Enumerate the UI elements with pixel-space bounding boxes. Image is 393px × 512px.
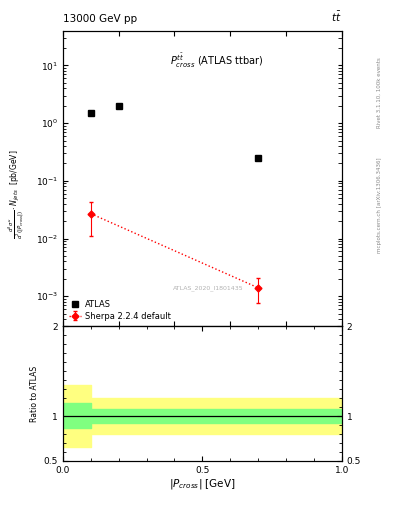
Text: ATLAS_2020_I1801435: ATLAS_2020_I1801435 — [173, 285, 243, 291]
Line: ATLAS: ATLAS — [88, 103, 261, 161]
ATLAS — [256, 155, 261, 161]
ATLAS — [88, 110, 93, 116]
X-axis label: $|P_{cross}|$ [GeV]: $|P_{cross}|$ [GeV] — [169, 477, 236, 492]
Text: $\frac{d^2\sigma^u}{d^2(|P_{cross}|)} \cdot N_{jets}$  [pb/GeV]: $\frac{d^2\sigma^u}{d^2(|P_{cross}|)} \c… — [6, 150, 26, 239]
Text: $t\bar{t}$: $t\bar{t}$ — [331, 10, 342, 24]
ATLAS — [116, 103, 121, 109]
Text: $P_{cross}^{t\bar{t}}$ (ATLAS ttbar): $P_{cross}^{t\bar{t}}$ (ATLAS ttbar) — [169, 51, 263, 70]
Legend: ATLAS, Sherpa 2.2.4 default: ATLAS, Sherpa 2.2.4 default — [67, 298, 172, 322]
Text: mcplots.cern.ch [arXiv:1306.3436]: mcplots.cern.ch [arXiv:1306.3436] — [377, 157, 382, 252]
Y-axis label: Ratio to ATLAS: Ratio to ATLAS — [31, 366, 39, 422]
Text: Rivet 3.1.10, 100k events: Rivet 3.1.10, 100k events — [377, 57, 382, 127]
Text: 13000 GeV pp: 13000 GeV pp — [63, 14, 137, 24]
